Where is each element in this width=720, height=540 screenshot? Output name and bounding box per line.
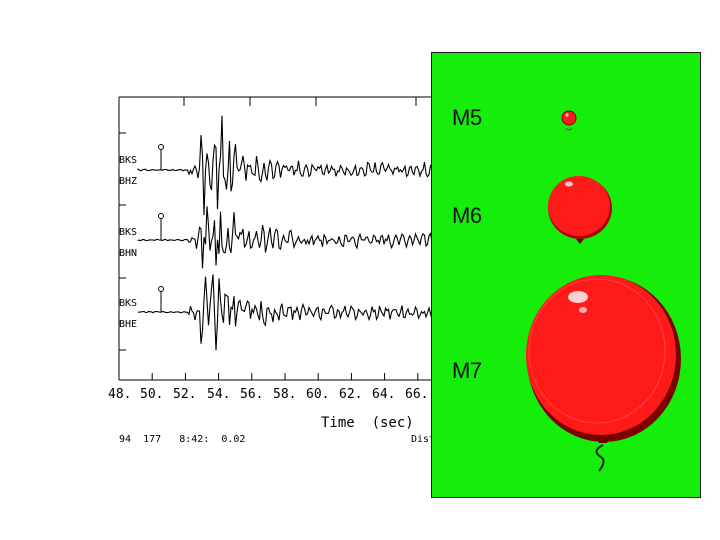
distance-label: Dist=	[411, 434, 441, 445]
balloon-m6	[548, 176, 612, 244]
trace-3-channel: BHE	[119, 319, 137, 330]
magnitude-balloon-panel: M5 M6 M7	[431, 52, 701, 498]
seismic-trace	[137, 274, 436, 351]
magnitude-label-m5: M5	[452, 105, 482, 130]
time-tick-label: 50.	[140, 387, 163, 402]
time-tick-label: 60.	[306, 387, 329, 402]
time-axis-label: Time (sec)	[321, 415, 414, 431]
time-tick-label: 54.	[207, 387, 230, 402]
trace-2-channel: BHN	[119, 248, 137, 259]
seismic-trace	[137, 115, 436, 216]
seismic-traces	[137, 115, 436, 351]
time-tick-label: 48.	[108, 387, 131, 402]
trace-2-station: BKS	[119, 227, 137, 238]
magnitude-label-m7: M7	[452, 358, 482, 383]
trace-3-station: BKS	[119, 298, 137, 309]
time-tick-label: 56.	[240, 387, 263, 402]
seismic-trace	[137, 206, 436, 269]
balloons-graphic	[526, 110, 681, 472]
time-tick-label: 52.	[173, 387, 196, 402]
balloon-m7	[526, 275, 681, 472]
time-tick-label: 64.	[372, 387, 395, 402]
record-info: 94 177 8:42: 0.02	[119, 434, 245, 445]
balloon-m5	[561, 110, 577, 131]
time-tick-label: 66.	[405, 387, 428, 402]
time-tick-label: 58.	[273, 387, 296, 402]
trace-1-channel: BHZ	[119, 176, 137, 187]
axis-ticks	[118, 97, 419, 380]
time-tick-label: 62.	[339, 387, 362, 402]
trace-1-station: BKS	[119, 155, 137, 166]
magnitude-label-m6: M6	[452, 203, 482, 228]
